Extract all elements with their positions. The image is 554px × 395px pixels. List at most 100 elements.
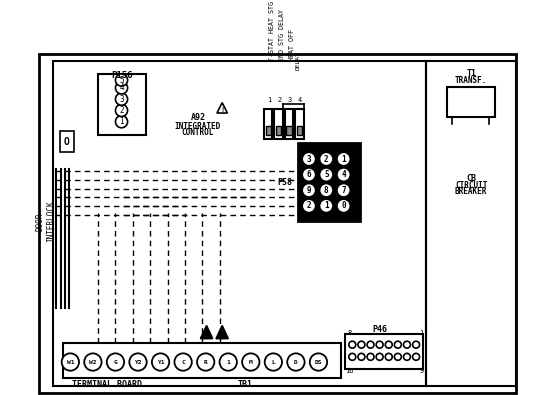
Bar — [295, 109, 304, 139]
Circle shape — [319, 199, 333, 213]
Circle shape — [302, 183, 316, 197]
Text: TB1: TB1 — [238, 380, 253, 389]
Circle shape — [287, 354, 305, 371]
Text: CIRCUIT: CIRCUIT — [455, 181, 488, 190]
Circle shape — [107, 354, 124, 371]
Bar — [60, 131, 74, 152]
Polygon shape — [216, 325, 228, 339]
Circle shape — [152, 354, 169, 371]
Text: 0: 0 — [341, 201, 346, 211]
Bar — [264, 109, 273, 139]
Text: P156: P156 — [111, 71, 132, 80]
Polygon shape — [201, 325, 213, 339]
Circle shape — [310, 354, 327, 371]
Text: INTEGRATED: INTEGRATED — [175, 122, 221, 130]
Text: D: D — [294, 359, 298, 365]
Text: 9: 9 — [419, 368, 424, 374]
Bar — [274, 109, 283, 139]
Circle shape — [376, 341, 383, 348]
Bar — [297, 143, 360, 222]
Text: 4: 4 — [119, 83, 124, 92]
Text: 3: 3 — [288, 97, 292, 103]
Bar — [98, 74, 146, 135]
Bar — [297, 126, 302, 135]
Text: 3: 3 — [119, 95, 124, 103]
Circle shape — [394, 341, 401, 348]
Text: 4: 4 — [341, 170, 346, 179]
Text: O: O — [64, 137, 70, 147]
Text: 2: 2 — [306, 201, 311, 211]
Circle shape — [413, 341, 419, 348]
Text: 5: 5 — [324, 170, 329, 179]
Circle shape — [175, 354, 192, 371]
Bar — [286, 126, 291, 135]
Text: 1: 1 — [119, 117, 124, 126]
Text: L: L — [271, 359, 275, 365]
Polygon shape — [217, 103, 227, 113]
Bar — [276, 126, 281, 135]
Text: 2: 2 — [278, 97, 281, 103]
Circle shape — [197, 354, 214, 371]
Text: 5: 5 — [119, 75, 124, 85]
Text: R: R — [204, 359, 208, 365]
Circle shape — [337, 152, 351, 166]
Circle shape — [302, 199, 316, 213]
Text: 4: 4 — [298, 97, 302, 103]
Text: Y1: Y1 — [157, 359, 165, 365]
Circle shape — [242, 354, 259, 371]
Circle shape — [129, 354, 147, 371]
Text: DS: DS — [315, 359, 322, 365]
Text: M: M — [249, 359, 253, 365]
Text: 8: 8 — [324, 186, 329, 195]
Text: W2: W2 — [89, 359, 96, 365]
Text: 6: 6 — [306, 170, 311, 179]
Circle shape — [115, 116, 127, 128]
Bar — [63, 343, 341, 378]
Circle shape — [349, 354, 356, 360]
Text: P46: P46 — [373, 325, 388, 335]
Text: 7: 7 — [341, 186, 346, 195]
Text: 1: 1 — [324, 201, 329, 211]
Circle shape — [319, 168, 333, 182]
Circle shape — [115, 74, 127, 86]
Text: 2ND STG DELAY: 2ND STG DELAY — [279, 9, 285, 61]
Circle shape — [337, 199, 351, 213]
Bar — [265, 126, 271, 135]
Text: 3: 3 — [306, 154, 311, 164]
Circle shape — [376, 354, 383, 360]
Circle shape — [349, 341, 356, 348]
Text: T-STAT HEAT STG: T-STAT HEAT STG — [269, 1, 275, 61]
Text: 2: 2 — [119, 106, 124, 115]
Text: 1: 1 — [227, 359, 230, 365]
Text: 2: 2 — [324, 154, 329, 164]
Circle shape — [319, 152, 333, 166]
Text: TRANSF.: TRANSF. — [455, 76, 488, 85]
Circle shape — [358, 354, 365, 360]
Circle shape — [319, 183, 333, 197]
Circle shape — [385, 354, 392, 360]
Text: TERMINAL BOARD: TERMINAL BOARD — [72, 380, 142, 389]
Circle shape — [115, 82, 127, 94]
Text: Y2: Y2 — [134, 359, 142, 365]
Circle shape — [84, 354, 101, 371]
Circle shape — [403, 354, 411, 360]
Circle shape — [302, 168, 316, 182]
Text: !: ! — [204, 331, 209, 337]
Circle shape — [219, 354, 237, 371]
Text: CONTROL: CONTROL — [182, 128, 214, 137]
Circle shape — [61, 354, 79, 371]
Text: A92: A92 — [191, 113, 206, 122]
Circle shape — [413, 354, 419, 360]
Text: !: ! — [220, 107, 224, 113]
Text: 1: 1 — [419, 329, 424, 335]
Bar — [285, 109, 293, 139]
Text: 16: 16 — [346, 368, 354, 374]
Circle shape — [358, 341, 365, 348]
Text: DELAY: DELAY — [295, 51, 300, 70]
Circle shape — [403, 341, 411, 348]
Text: C: C — [181, 359, 185, 365]
Bar — [53, 61, 426, 386]
Text: BREAKER: BREAKER — [455, 188, 488, 196]
Circle shape — [394, 354, 401, 360]
Text: G: G — [114, 359, 117, 365]
